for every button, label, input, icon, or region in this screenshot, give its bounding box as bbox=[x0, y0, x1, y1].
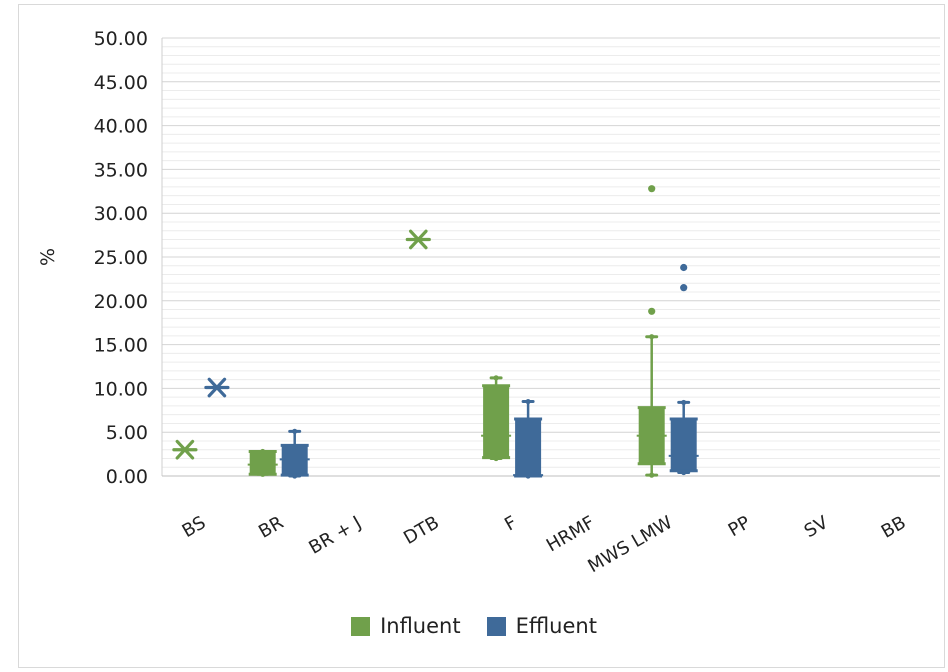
x-tick-label: SV bbox=[801, 512, 833, 542]
box-effluent bbox=[515, 419, 542, 476]
outlier-point-effluent bbox=[680, 284, 688, 292]
whisker-end-point-effluent bbox=[292, 428, 298, 434]
whisker-end-point-influent bbox=[493, 455, 499, 462]
whisker-end-point-effluent bbox=[681, 399, 687, 406]
whisker-end-point-effluent bbox=[292, 473, 298, 479]
x-tick-label: DTB bbox=[400, 512, 443, 549]
legend: Influent Effluent bbox=[0, 614, 948, 638]
whisker-end-point-effluent bbox=[525, 398, 531, 405]
x-tick-label: BR + J bbox=[305, 512, 365, 559]
legend-swatch-influent bbox=[351, 616, 371, 636]
single-point-influent bbox=[405, 229, 431, 250]
whisker-end-point-effluent bbox=[681, 469, 687, 476]
y-tick-label: 0.00 bbox=[106, 466, 148, 488]
x-tick-label: BS bbox=[179, 512, 210, 542]
legend-item-effluent: Effluent bbox=[486, 614, 597, 638]
x-tick-label: BB bbox=[878, 512, 910, 543]
box-effluent bbox=[281, 445, 308, 476]
outlier-point-effluent bbox=[680, 263, 688, 272]
single-point-effluent bbox=[204, 377, 230, 398]
x-tick-label: PP bbox=[725, 512, 754, 541]
y-tick-label: 35.00 bbox=[94, 159, 148, 181]
legend-label-effluent: Effluent bbox=[515, 614, 597, 638]
y-tick-label: 40.00 bbox=[94, 116, 148, 138]
y-tick-label: 30.00 bbox=[94, 203, 148, 225]
whisker-end-point-influent bbox=[260, 448, 266, 455]
whisker-end-point-influent bbox=[649, 472, 655, 478]
legend-item-influent: Influent bbox=[351, 614, 461, 638]
y-tick-label: 10.00 bbox=[94, 378, 148, 400]
whisker-end-point-effluent bbox=[525, 473, 531, 479]
x-tick-label: F bbox=[501, 512, 520, 535]
y-tick-label: 5.00 bbox=[106, 422, 148, 444]
box-effluent bbox=[670, 419, 697, 471]
outlier-point-influent bbox=[648, 185, 656, 193]
whisker-end-point-influent bbox=[649, 334, 655, 340]
y-tick-label: 50.00 bbox=[94, 28, 148, 50]
whisker-end-point-influent bbox=[260, 471, 266, 477]
y-tick-label: 20.00 bbox=[94, 291, 148, 313]
x-tick-label: MWS LMW bbox=[584, 512, 676, 577]
box-influent bbox=[638, 407, 665, 464]
whisker-end-point-influent bbox=[493, 375, 499, 381]
box-influent bbox=[249, 451, 276, 475]
legend-label-influent: Influent bbox=[380, 614, 461, 638]
box-influent bbox=[483, 385, 510, 458]
y-tick-label: 15.00 bbox=[94, 335, 148, 357]
y-axis-label: % bbox=[37, 248, 59, 266]
y-tick-label: 45.00 bbox=[94, 72, 148, 94]
single-point-influent bbox=[172, 439, 198, 460]
box-plot-chart: 0.00 5.00 10.00 15.00 20.00 25.00 30.00 35.00 40… bbox=[37, 28, 940, 577]
legend-swatch-effluent bbox=[486, 616, 506, 636]
outlier-point-influent bbox=[648, 307, 656, 315]
y-tick-label: 25.00 bbox=[94, 247, 148, 269]
x-tick-label: BR bbox=[255, 512, 287, 543]
x-tick-label: HRMF bbox=[543, 512, 598, 556]
